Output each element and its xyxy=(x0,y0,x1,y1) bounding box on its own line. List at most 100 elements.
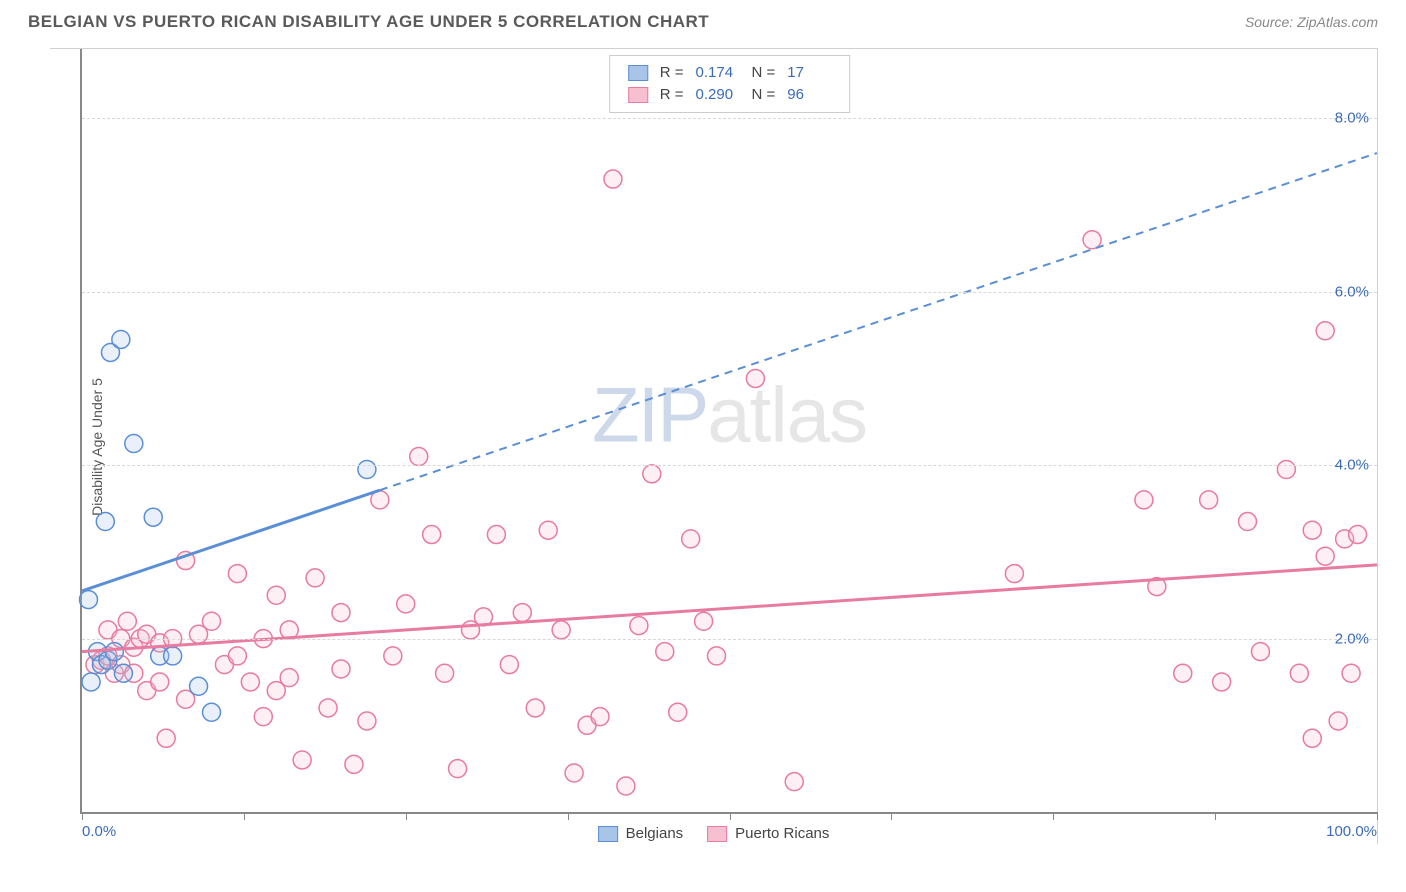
scatter-point xyxy=(397,595,415,613)
x-tick xyxy=(891,812,892,820)
scatter-point xyxy=(669,703,687,721)
scatter-point xyxy=(118,612,136,630)
scatter-point xyxy=(552,621,570,639)
scatter-point xyxy=(241,673,259,691)
scatter-point xyxy=(1251,643,1269,661)
x-tick xyxy=(568,812,569,820)
scatter-point xyxy=(1200,491,1218,509)
scatter-point xyxy=(643,465,661,483)
y-tick-label: 4.0% xyxy=(1335,457,1369,474)
source-credit: Source: ZipAtlas.com xyxy=(1245,14,1378,30)
scatter-point xyxy=(1174,664,1192,682)
scatter-point xyxy=(345,755,363,773)
scatter-point xyxy=(293,751,311,769)
chart-title: BELGIAN VS PUERTO RICAN DISABILITY AGE U… xyxy=(28,12,709,32)
scatter-point xyxy=(1135,491,1153,509)
scatter-point xyxy=(410,448,428,466)
scatter-point xyxy=(785,773,803,791)
legend-stats-row: R = 0.290 N = 96 xyxy=(628,84,832,106)
scatter-point xyxy=(203,612,221,630)
x-tick-label: 0.0% xyxy=(82,823,116,840)
scatter-point xyxy=(630,617,648,635)
scatter-point xyxy=(1316,322,1334,340)
scatter-point xyxy=(82,673,100,691)
scatter-point xyxy=(591,708,609,726)
scatter-point xyxy=(1239,513,1257,531)
scatter-point xyxy=(79,591,97,609)
x-tick xyxy=(1053,812,1054,820)
scatter-point xyxy=(1213,673,1231,691)
x-tick xyxy=(406,812,407,820)
scatter-point xyxy=(358,712,376,730)
scatter-point xyxy=(526,699,544,717)
scatter-point xyxy=(164,647,182,665)
scatter-point xyxy=(1316,547,1334,565)
scatter-point xyxy=(203,703,221,721)
scatter-point xyxy=(114,664,132,682)
scatter-point xyxy=(157,729,175,747)
scatter-point xyxy=(384,647,402,665)
scatter-point xyxy=(1303,521,1321,539)
scatter-point xyxy=(125,435,143,453)
scatter-point xyxy=(144,508,162,526)
y-tick-label: 8.0% xyxy=(1335,110,1369,127)
scatter-point xyxy=(319,699,337,717)
scatter-point xyxy=(190,677,208,695)
x-tick xyxy=(1377,812,1378,820)
scatter-point xyxy=(487,526,505,544)
y-tick-label: 6.0% xyxy=(1335,283,1369,300)
legend-item: Puerto Ricans xyxy=(707,825,829,842)
scatter-point xyxy=(449,760,467,778)
scatter-point xyxy=(228,565,246,583)
scatter-point xyxy=(96,513,114,531)
scatter-point xyxy=(423,526,441,544)
scatter-point xyxy=(656,643,674,661)
scatter-point xyxy=(746,369,764,387)
legend-swatch-icon xyxy=(598,826,618,842)
scatter-point xyxy=(500,656,518,674)
grid-line xyxy=(82,118,1377,119)
x-tick xyxy=(730,812,731,820)
scatter-point xyxy=(708,647,726,665)
scatter-point xyxy=(151,673,169,691)
y-tick-label: 2.0% xyxy=(1335,630,1369,647)
scatter-point xyxy=(1329,712,1347,730)
trend-line-dashed xyxy=(380,153,1377,490)
legend-stats-row: R = 0.174 N = 17 xyxy=(628,62,832,84)
scatter-point xyxy=(682,530,700,548)
chart-container: Disability Age Under 5 ZIPatlas R = 0.17… xyxy=(50,48,1378,844)
scatter-point xyxy=(695,612,713,630)
legend-swatch-icon xyxy=(707,826,727,842)
scatter-point xyxy=(604,170,622,188)
x-tick xyxy=(82,812,83,820)
scatter-point xyxy=(1277,461,1295,479)
scatter-point xyxy=(1005,565,1023,583)
scatter-point xyxy=(513,604,531,622)
scatter-point xyxy=(1342,664,1360,682)
x-tick xyxy=(1215,812,1216,820)
legend-swatch-icon xyxy=(628,65,648,81)
legend-series: Belgians Puerto Ricans xyxy=(598,825,830,842)
x-tick xyxy=(244,812,245,820)
scatter-point xyxy=(254,708,272,726)
scatter-point xyxy=(565,764,583,782)
scatter-point xyxy=(436,664,454,682)
legend-stats: R = 0.174 N = 17 R = 0.290 N = 96 xyxy=(609,55,851,113)
scatter-point xyxy=(112,330,130,348)
grid-line xyxy=(82,465,1377,466)
scatter-point xyxy=(1303,729,1321,747)
grid-line xyxy=(82,292,1377,293)
scatter-point xyxy=(1083,231,1101,249)
scatter-point xyxy=(332,604,350,622)
scatter-point xyxy=(105,643,123,661)
scatter-point xyxy=(332,660,350,678)
grid-line xyxy=(82,639,1377,640)
scatter-point xyxy=(306,569,324,587)
scatter-plot-svg xyxy=(82,49,1377,812)
scatter-point xyxy=(358,461,376,479)
legend-swatch-icon xyxy=(628,87,648,103)
scatter-point xyxy=(1349,526,1367,544)
scatter-point xyxy=(617,777,635,795)
scatter-point xyxy=(539,521,557,539)
legend-item: Belgians xyxy=(598,825,684,842)
